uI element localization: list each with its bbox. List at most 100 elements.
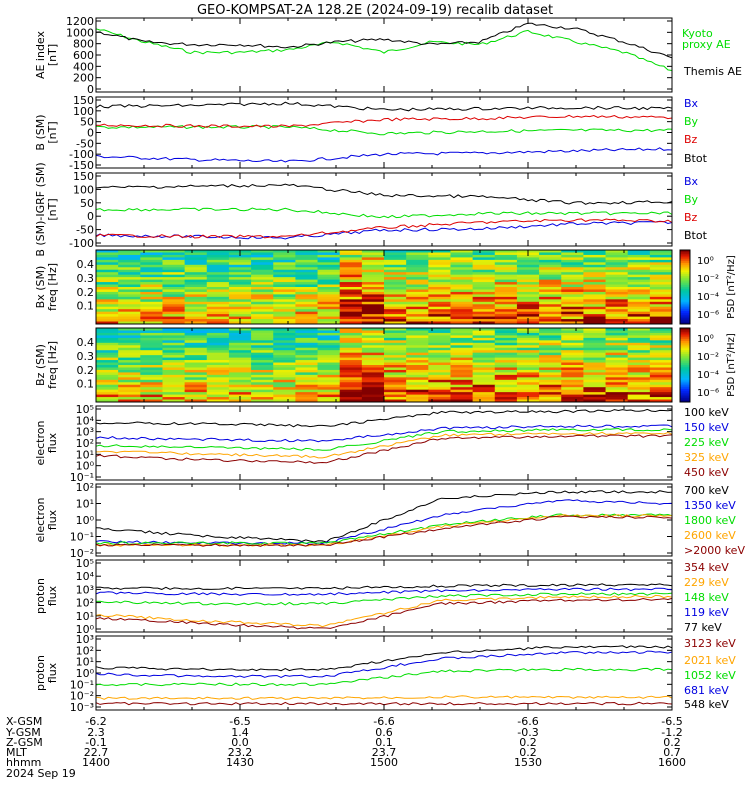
heatmap-cell: [516, 389, 540, 393]
heatmap-cell: [184, 362, 208, 366]
heatmap-cell: [561, 345, 584, 349]
heatmap-cell: [406, 389, 429, 393]
colorbar-segment: [680, 398, 690, 401]
heatmap-cell: [118, 352, 141, 356]
heatmap-cell: [472, 332, 496, 336]
heatmap-cell: [339, 382, 363, 386]
heatmap-cell: [162, 262, 186, 266]
heatmap-cell: [561, 384, 584, 388]
heatmap-cell: [206, 392, 230, 396]
heatmap-cell: [228, 267, 252, 271]
heatmap-cell: [472, 301, 496, 305]
heatmap-cell: [184, 314, 208, 318]
heatmap-cell: [384, 389, 407, 393]
heatmap-cell: [649, 384, 673, 388]
heatmap-cell: [472, 357, 496, 361]
heatmap-cell: [162, 337, 186, 341]
heatmap-cell: [649, 294, 673, 298]
heatmap-cell: [406, 259, 429, 263]
heatmap-cell: [206, 328, 230, 331]
heatmap-cell: [516, 279, 540, 283]
heatmap-cell: [605, 340, 629, 344]
y-axis-label: proton: [34, 578, 47, 614]
colorbar-segment: [680, 372, 690, 375]
heatmap-cell: [118, 252, 141, 256]
heatmap-cell: [428, 372, 451, 376]
heatmap-cell: [384, 287, 407, 290]
heatmap-cell: [384, 350, 407, 354]
heatmap-cell: [406, 374, 429, 378]
heatmap-cell: [361, 264, 385, 268]
plot-frame: [95, 483, 673, 557]
colorbar-segment: [680, 270, 690, 273]
heatmap-cell: [228, 277, 252, 281]
heatmap-cell: [251, 350, 274, 354]
heatmap-cell: [118, 284, 141, 288]
heatmap-cell: [361, 362, 385, 366]
heatmap-cell: [206, 379, 230, 383]
orbit-value: -6.6: [517, 715, 538, 728]
heatmap-cell: [627, 272, 651, 276]
heatmap-cell: [539, 337, 562, 341]
heatmap-cell: [140, 306, 163, 310]
heatmap-cell: [428, 274, 451, 278]
heatmap-cell: [472, 279, 496, 283]
heatmap-cell: [96, 311, 119, 315]
heatmap-cell: [317, 389, 341, 393]
heatmap-cell: [494, 392, 518, 396]
heatmap-cell: [428, 296, 451, 300]
panel-bz_psd: 0.40.30.20.1Bz (SM) freq [Hz]10⁰10⁻²10⁻⁴1…: [34, 327, 737, 403]
heatmap-cell: [450, 332, 474, 336]
heatmap-cell: [649, 314, 673, 318]
heatmap-cell: [295, 304, 319, 308]
heatmap-cell: [539, 284, 562, 288]
orbit-value: 0.2: [519, 746, 537, 759]
series-line: [95, 645, 673, 672]
heatmap-cell: [228, 345, 252, 349]
heatmap-cell: [627, 279, 651, 283]
heatmap-cell: [494, 316, 518, 320]
heatmap-cell: [472, 304, 496, 308]
heatmap-cell: [539, 250, 562, 253]
heatmap-cell: [472, 365, 496, 368]
colorbar-segment: [680, 285, 690, 288]
heatmap-cell: [406, 332, 429, 336]
heatmap-cell: [406, 365, 429, 368]
heatmap-cell: [627, 377, 651, 381]
y-tick-label: 1200: [66, 15, 94, 28]
heatmap-cell: [162, 332, 186, 336]
heatmap-cell: [649, 397, 673, 401]
heatmap-cell: [450, 374, 474, 378]
legend-entry: By: [684, 193, 699, 206]
heatmap-cell: [295, 365, 319, 368]
heatmap-cell: [428, 262, 451, 266]
heatmap-cell: [140, 355, 163, 359]
heatmap-cell: [605, 369, 629, 373]
heatmap-cell: [649, 387, 673, 391]
heatmap-cell: [450, 387, 474, 391]
heatmap-cell: [339, 304, 363, 308]
heatmap-cell: [450, 337, 474, 341]
heatmap-cell: [118, 274, 141, 278]
heatmap-cell: [295, 330, 319, 334]
heatmap-cell: [118, 342, 141, 346]
heatmap-cell: [206, 387, 230, 391]
heatmap-cell: [118, 362, 141, 366]
heatmap-cell: [96, 277, 119, 281]
heatmap-cell: [140, 374, 163, 378]
heatmap-cell: [295, 345, 319, 349]
heatmap-cell: [605, 299, 629, 303]
heatmap-cell: [140, 335, 163, 339]
series-line: [95, 427, 673, 451]
colorbar-segment: [680, 374, 690, 377]
legend-entry: Bz: [684, 211, 698, 224]
heatmap-cell: [140, 294, 163, 298]
y-axis-label: [nT]: [46, 198, 59, 220]
series-line: [95, 583, 673, 590]
y-tick-label: 10²: [76, 597, 94, 610]
heatmap-cell: [118, 299, 141, 303]
heatmap-cell: [339, 384, 363, 388]
heatmap-cell: [206, 335, 230, 339]
legend-entry: 325 keV: [684, 451, 729, 464]
y-tick-label: 0.3: [77, 350, 95, 363]
